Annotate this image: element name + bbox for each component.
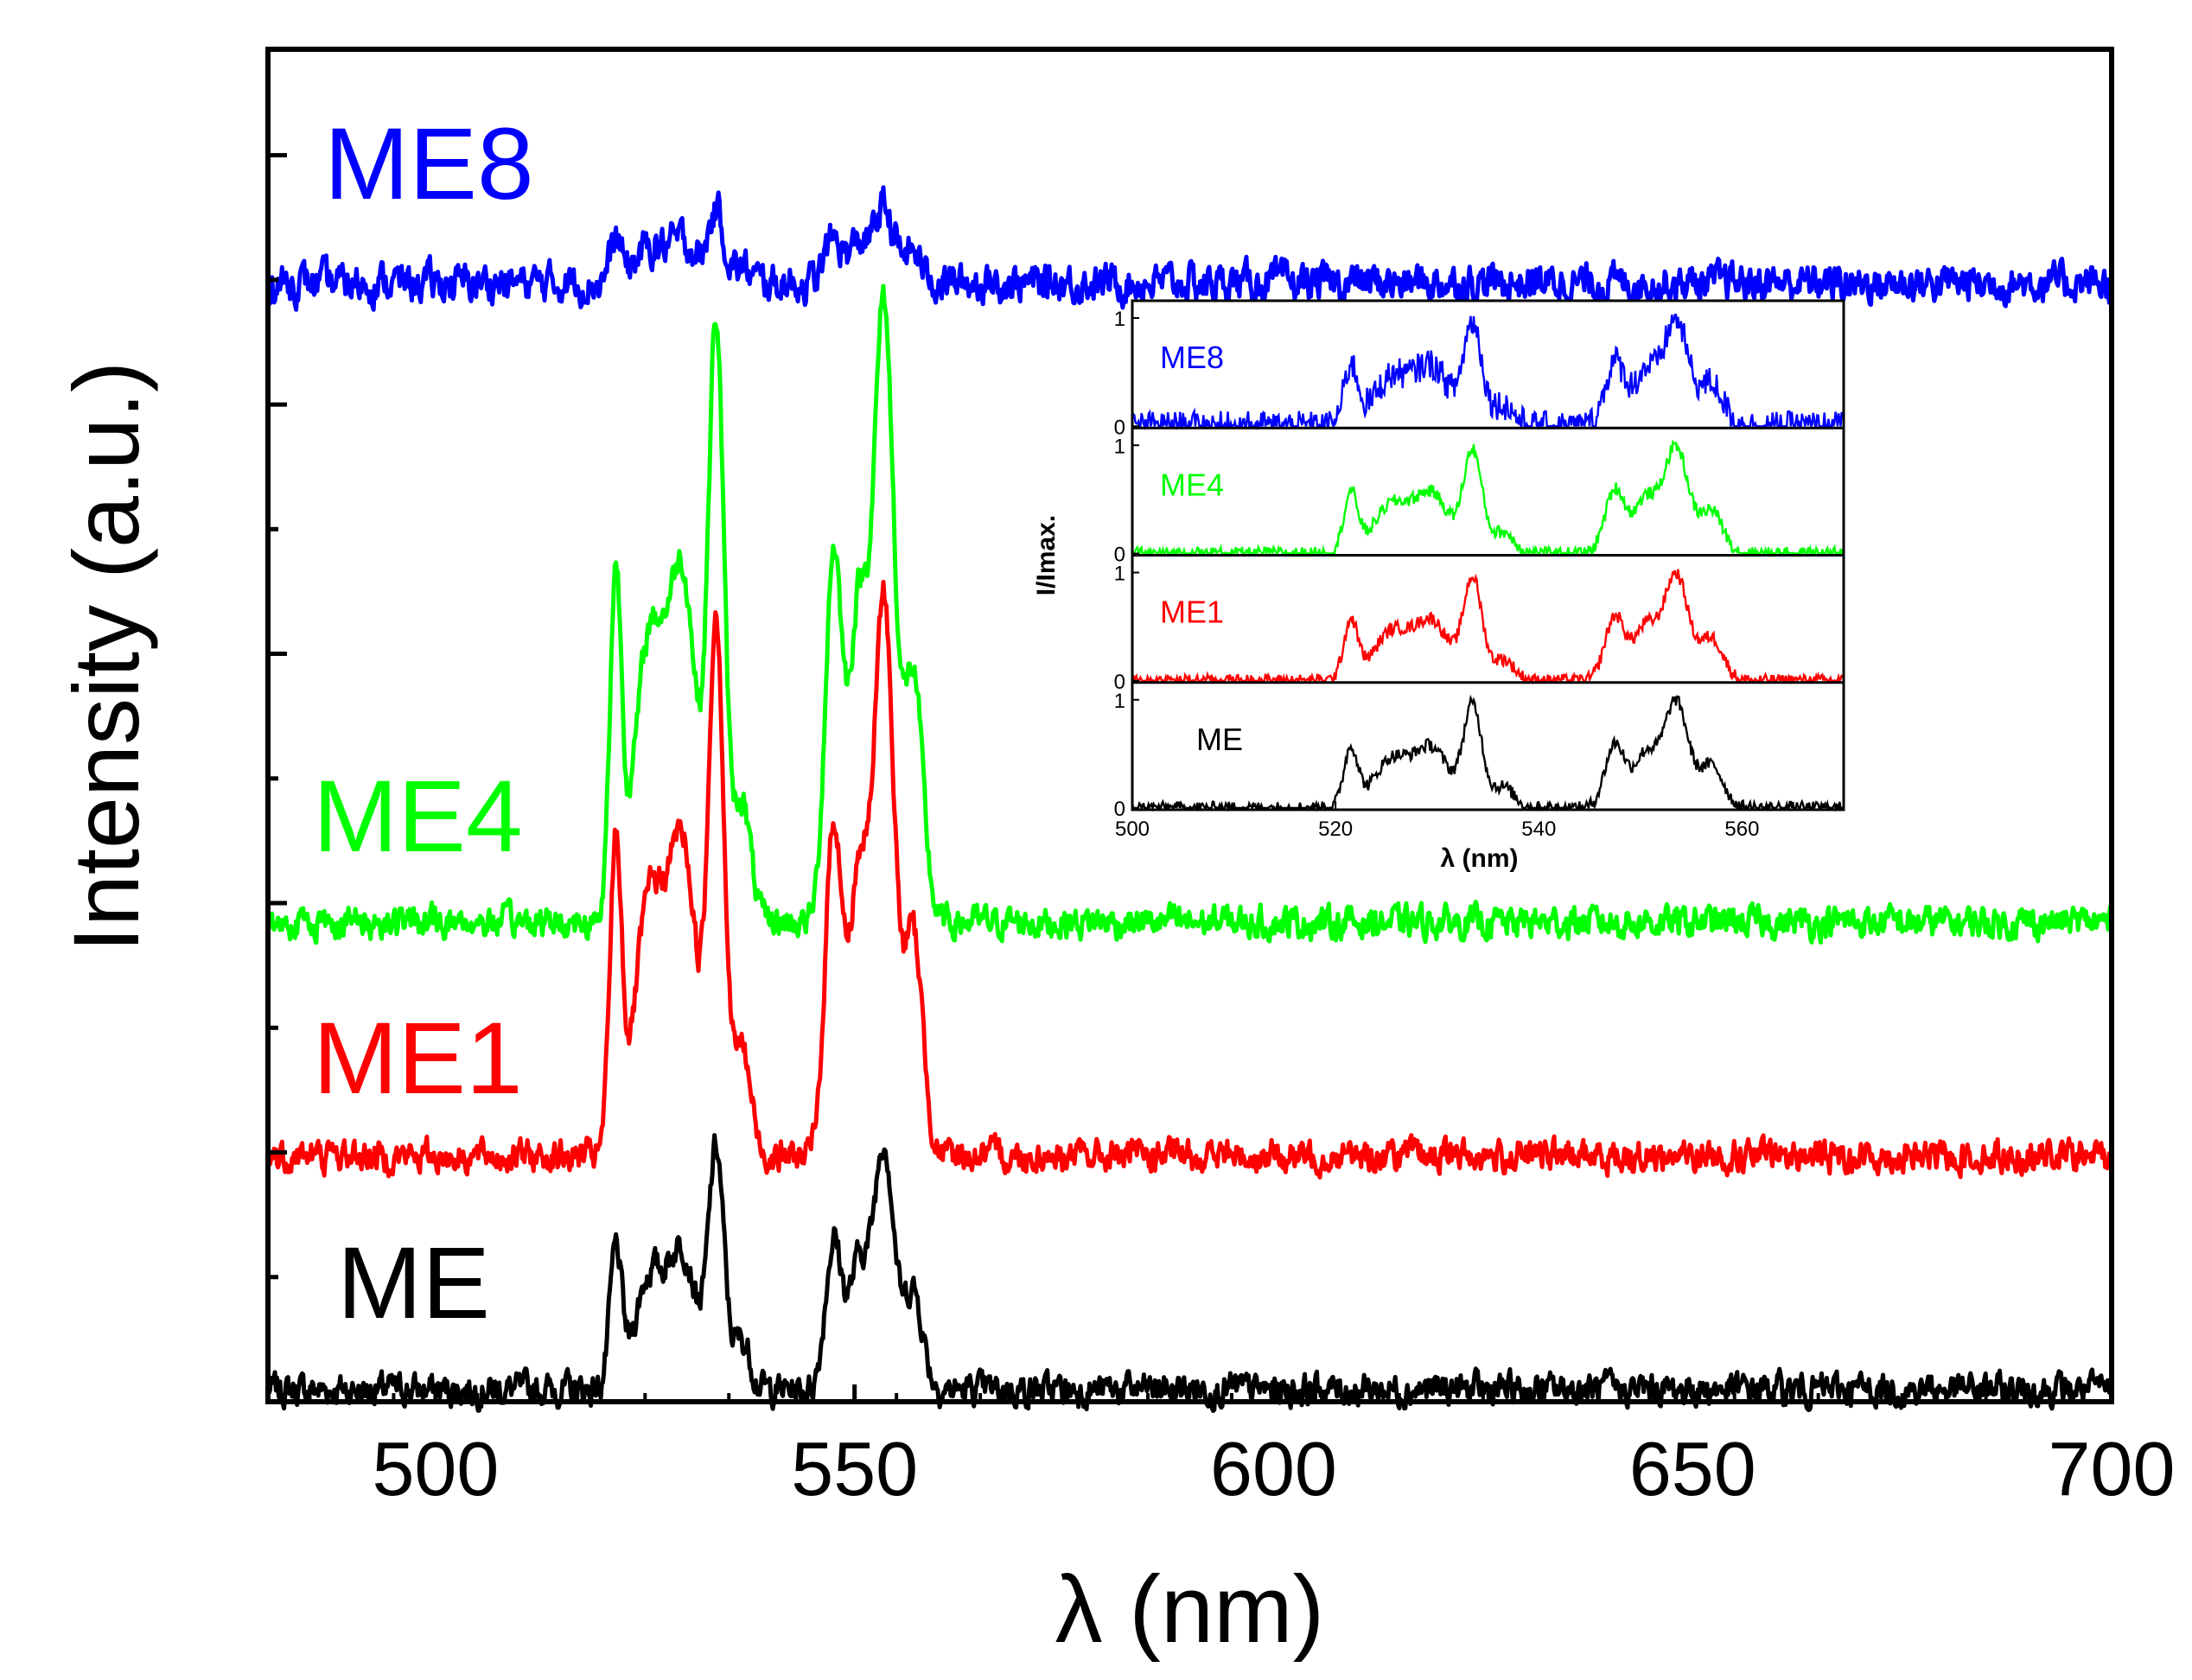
y-axis-title: Intensity (a.u.) [54, 361, 158, 952]
series-line-me8 [268, 188, 2112, 309]
x-tick-label-700: 700 [2049, 1426, 2176, 1511]
x-tick-label-500: 500 [372, 1426, 499, 1511]
series-label-me8: ME8 [324, 107, 534, 221]
inset-y-axis-title: I/Imax. [1032, 515, 1061, 595]
inset-label-me4: ME4 [1160, 467, 1224, 502]
inset-y-tick-label: 1 [1114, 308, 1125, 331]
series-label-me4: ME4 [313, 760, 523, 874]
chart-svg: 500 550 600 650 700 λ (nm) Intensity (a.u.) ME M… [0, 0, 2192, 1680]
inset-x-tick-label-500: 500 [1115, 818, 1150, 841]
inset-y-tick-label: 1 [1114, 690, 1125, 713]
inset-x-axis-title: λ (nm) [1441, 844, 1519, 873]
x-tick-label-600: 600 [1210, 1426, 1337, 1511]
x-tick-label-550: 550 [791, 1426, 918, 1511]
inset-label-me: ME [1196, 722, 1243, 757]
series-label-me: ME [337, 1226, 490, 1340]
x-tick-label-650: 650 [1629, 1426, 1756, 1511]
main-plot: 500 550 600 650 700 λ (nm) Intensity (a.u.) ME M… [54, 49, 2175, 1663]
inset-y-tick-label: 1 [1114, 563, 1125, 586]
inset-x-tick-label-520: 520 [1318, 818, 1353, 841]
inset-label-me1: ME1 [1160, 595, 1224, 630]
x-axis-title: λ (nm) [1055, 1556, 1325, 1663]
inset-y-tick-label: 1 [1114, 435, 1125, 458]
inset-x-tick-label-540: 540 [1521, 818, 1556, 841]
series-label-me1: ME1 [313, 1002, 523, 1116]
inset-label-me8: ME8 [1160, 340, 1224, 375]
inset-x-tick-label-560: 560 [1724, 818, 1759, 841]
series-line-me [268, 1136, 2112, 1411]
chart-figure: 500 550 600 650 700 λ (nm) Intensity (a.u.) ME M… [0, 0, 2192, 1680]
